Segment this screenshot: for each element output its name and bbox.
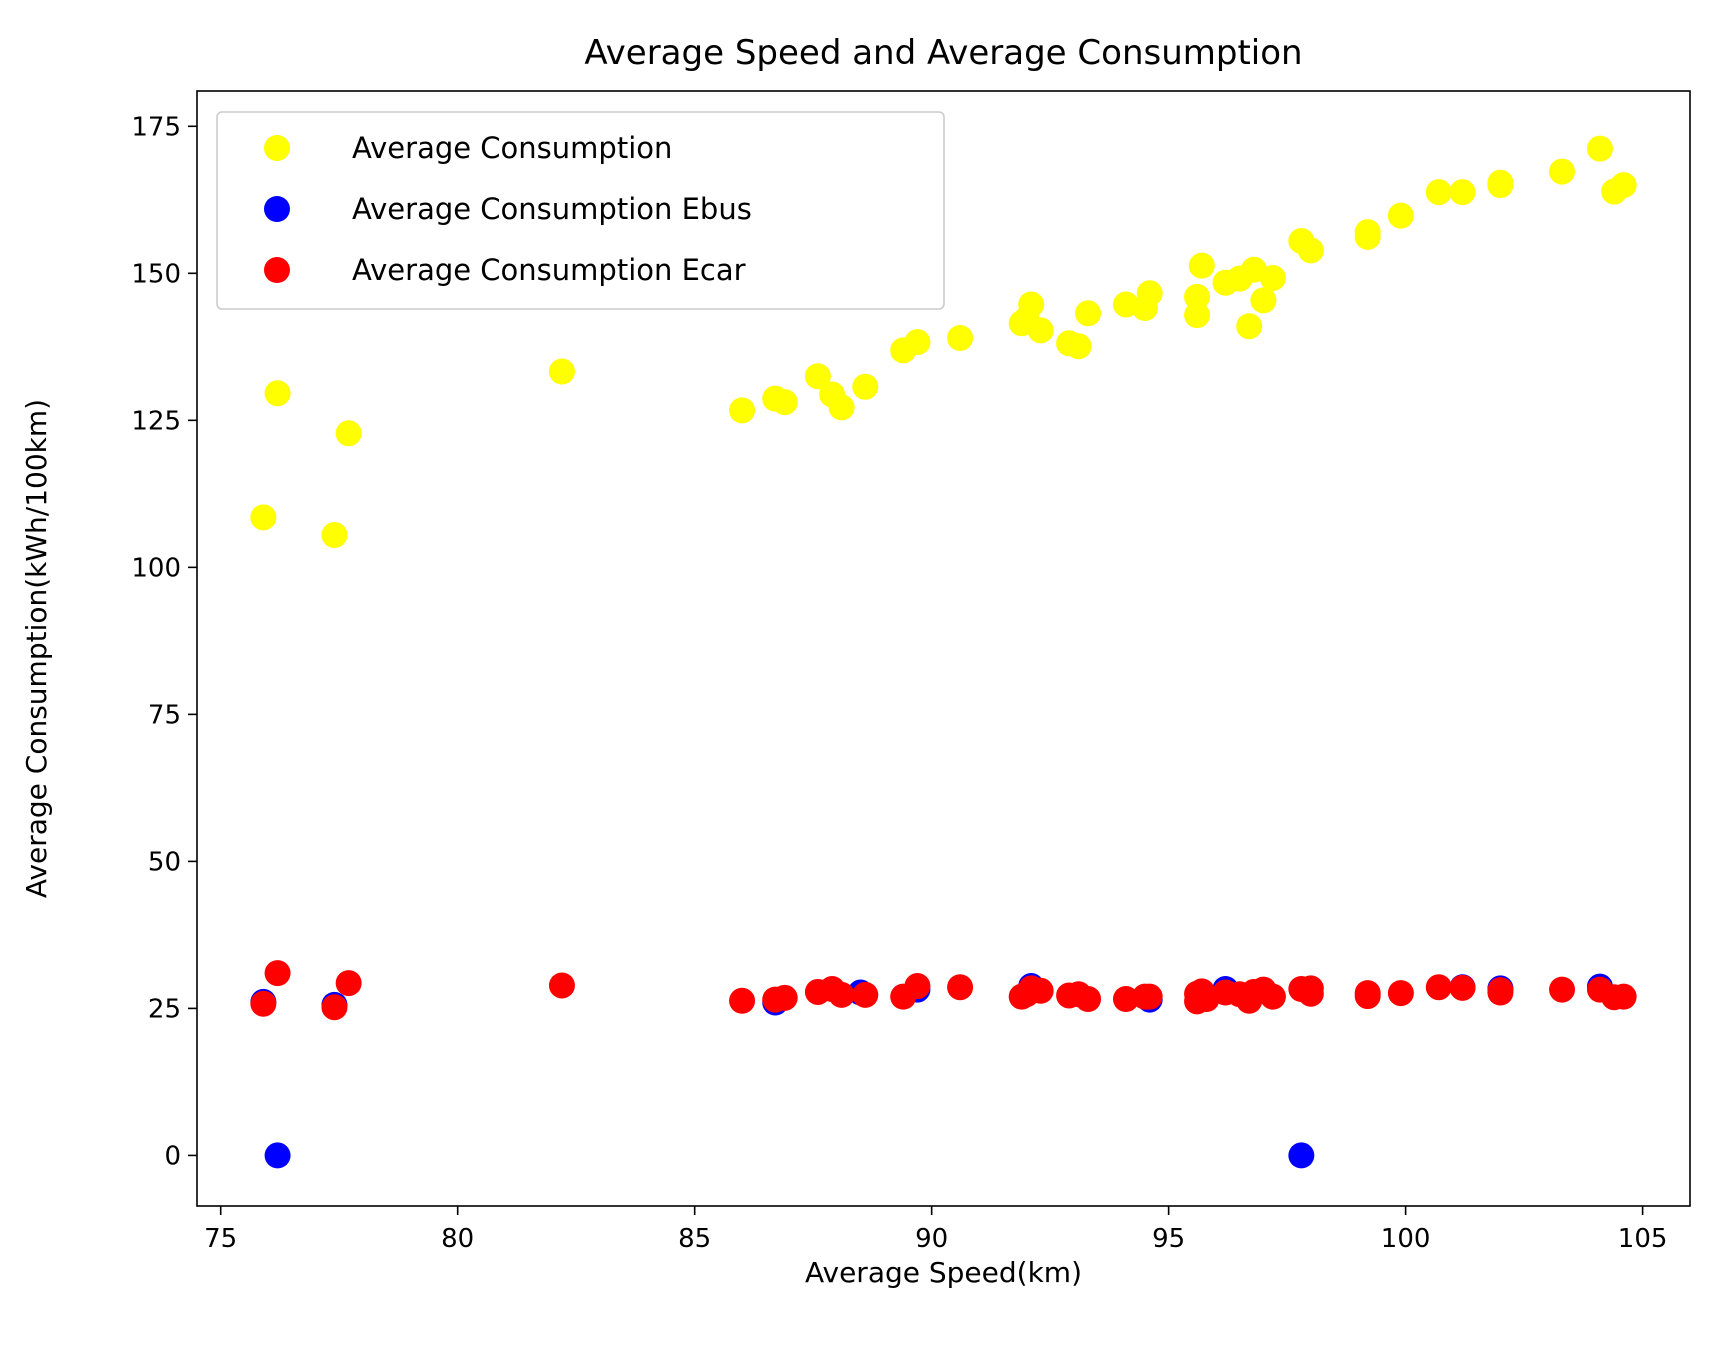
point-series-0-38 xyxy=(1387,202,1414,229)
point-series-2-4 xyxy=(548,972,575,999)
y-tick-label-3: 75 xyxy=(148,700,181,730)
point-series-2-7 xyxy=(771,984,798,1011)
point-series-2-3 xyxy=(335,970,362,997)
point-series-0-40 xyxy=(1449,179,1476,206)
x-tick-label-6: 105 xyxy=(1618,1224,1668,1254)
point-series-2-37 xyxy=(1297,980,1324,1007)
point-series-0-7 xyxy=(771,389,798,416)
point-series-0-2 xyxy=(321,522,348,549)
point-series-2-44 xyxy=(1487,979,1514,1006)
point-series-0-8 xyxy=(804,363,831,390)
data-points xyxy=(250,135,1637,1169)
y-axis: 0 25 50 75 100 125 150 175 xyxy=(131,112,197,1171)
x-tick-label-3: 90 xyxy=(915,1224,948,1254)
point-series-2-40 xyxy=(1387,980,1414,1007)
point-series-0-32 xyxy=(1250,287,1277,314)
point-series-2-1 xyxy=(264,960,291,987)
point-series-0-44 xyxy=(1586,135,1613,162)
point-series-2-14 xyxy=(947,974,974,1001)
x-tick-label-1: 80 xyxy=(441,1224,474,1254)
point-series-2-39 xyxy=(1354,983,1381,1010)
point-series-0-5 xyxy=(729,397,756,424)
point-series-1-1 xyxy=(264,1142,291,1169)
point-series-0-0 xyxy=(250,504,277,531)
point-series-2-34 xyxy=(1259,983,1286,1010)
y-tick-label-5: 125 xyxy=(131,406,181,436)
point-series-0-10 xyxy=(828,394,855,421)
point-series-0-39 xyxy=(1425,179,1452,206)
y-axis-title: Average Consumption(kWh/100km) xyxy=(20,399,53,898)
x-axis-title: Average Speed(km) xyxy=(805,1256,1082,1289)
point-series-0-26 xyxy=(1184,283,1211,310)
y-tick-label-6: 150 xyxy=(131,259,181,289)
plot-area xyxy=(196,90,1691,1207)
point-series-1-9 xyxy=(1288,1142,1315,1169)
legend: Average Consumption Average Consumption E… xyxy=(216,111,945,310)
point-series-0-27 xyxy=(1188,252,1215,279)
point-series-0-4 xyxy=(548,358,575,385)
point-series-0-25 xyxy=(1184,302,1211,329)
point-series-2-21 xyxy=(1075,985,1102,1012)
point-series-2-48 xyxy=(1610,983,1637,1010)
x-tick-label-2: 85 xyxy=(678,1224,711,1254)
plot-frame xyxy=(196,90,1691,1207)
x-axis: 75 80 85 90 95 100 105 xyxy=(204,1206,1667,1254)
point-series-0-3 xyxy=(335,420,362,447)
point-series-2-22 xyxy=(1112,985,1139,1012)
chart-title: Average Speed and Average Consumption xyxy=(584,33,1302,73)
point-series-0-33 xyxy=(1259,265,1286,292)
point-series-2-0 xyxy=(250,990,277,1017)
point-series-2-18 xyxy=(1027,977,1054,1004)
x-tick-label-5: 100 xyxy=(1381,1224,1431,1254)
point-series-2-5 xyxy=(729,987,756,1014)
legend-items: Average Consumption Average Consumption E… xyxy=(264,131,752,287)
point-series-0-35 xyxy=(1297,237,1324,264)
point-series-0-21 xyxy=(1075,300,1102,327)
point-series-0-20 xyxy=(1065,333,1092,360)
point-series-0-30 xyxy=(1236,313,1263,340)
point-series-0-43 xyxy=(1549,158,1576,185)
point-series-0-37 xyxy=(1354,219,1381,246)
point-series-0-13 xyxy=(904,329,931,356)
x-tick-label-0: 75 xyxy=(204,1224,237,1254)
point-series-0-11 xyxy=(852,373,879,400)
point-series-0-17 xyxy=(1018,291,1045,318)
point-series-2-45 xyxy=(1549,976,1576,1003)
point-series-0-46 xyxy=(1610,172,1637,199)
legend-marker-0 xyxy=(264,135,290,161)
legend-box xyxy=(216,111,945,310)
point-series-2-24 xyxy=(1136,983,1163,1010)
legend-label-0: Average Consumption xyxy=(352,131,672,165)
point-series-2-11 xyxy=(852,981,879,1008)
legend-marker-2 xyxy=(264,257,290,283)
point-series-2-10 xyxy=(828,981,855,1008)
point-series-0-1 xyxy=(264,380,291,407)
point-series-0-42 xyxy=(1487,169,1514,196)
y-tick-label-1: 25 xyxy=(148,994,181,1024)
point-series-2-13 xyxy=(904,973,931,1000)
legend-marker-1 xyxy=(264,196,290,222)
point-series-0-18 xyxy=(1027,317,1054,344)
y-tick-label-4: 100 xyxy=(131,553,181,583)
point-series-2-42 xyxy=(1449,974,1476,1001)
y-tick-label-0: 0 xyxy=(164,1141,181,1171)
y-tick-label-7: 175 xyxy=(131,112,181,142)
legend-label-1: Average Consumption Ebus xyxy=(352,192,752,226)
point-series-2-2 xyxy=(321,994,348,1021)
point-series-2-41 xyxy=(1425,974,1452,1001)
y-tick-label-2: 50 xyxy=(148,847,181,877)
point-series-0-24 xyxy=(1136,280,1163,307)
x-tick-label-4: 95 xyxy=(1152,1224,1185,1254)
point-series-0-14 xyxy=(947,324,974,351)
legend-label-2: Average Consumption Ecar xyxy=(352,253,746,287)
